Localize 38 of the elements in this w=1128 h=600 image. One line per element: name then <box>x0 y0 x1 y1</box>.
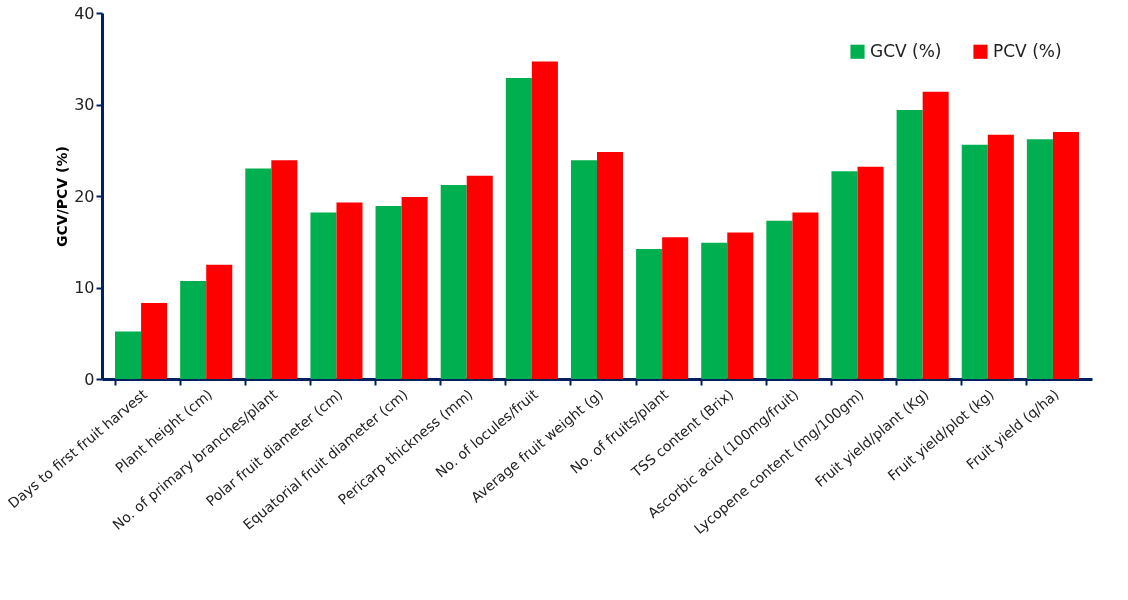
bar <box>1026 139 1053 379</box>
y-tick-label: 0 <box>84 369 95 389</box>
bar <box>961 144 988 379</box>
bar <box>1052 131 1079 379</box>
bar <box>115 331 142 379</box>
bar <box>662 237 689 379</box>
bar <box>245 168 272 379</box>
bar <box>141 303 168 379</box>
bar <box>180 281 207 379</box>
bar <box>896 109 923 379</box>
bar <box>792 212 819 379</box>
bar <box>336 202 363 379</box>
bar <box>727 232 754 379</box>
bar <box>570 160 597 379</box>
legend-label: PCV (%) <box>993 40 1062 61</box>
bar <box>766 220 793 379</box>
bar <box>922 91 949 379</box>
bar <box>987 134 1014 379</box>
y-tick-label: 10 <box>74 278 95 297</box>
bar <box>831 171 858 379</box>
bar <box>597 152 624 379</box>
y-tick-label: 30 <box>74 95 95 114</box>
y-tick-label: 20 <box>74 186 95 206</box>
y-tick-label: 40 <box>74 3 95 23</box>
bar <box>440 185 467 379</box>
bar <box>531 61 558 379</box>
bar <box>310 212 337 379</box>
bar <box>701 242 728 379</box>
y-axis-title: GCV/PCV (%) <box>54 146 71 247</box>
bar <box>271 160 298 379</box>
bar <box>466 175 493 379</box>
bar <box>505 77 532 379</box>
bar <box>401 196 428 379</box>
legend-label: GCV (%) <box>870 40 942 61</box>
bar <box>206 264 233 379</box>
bar <box>375 206 402 379</box>
bar <box>857 166 884 379</box>
bar <box>636 249 663 379</box>
